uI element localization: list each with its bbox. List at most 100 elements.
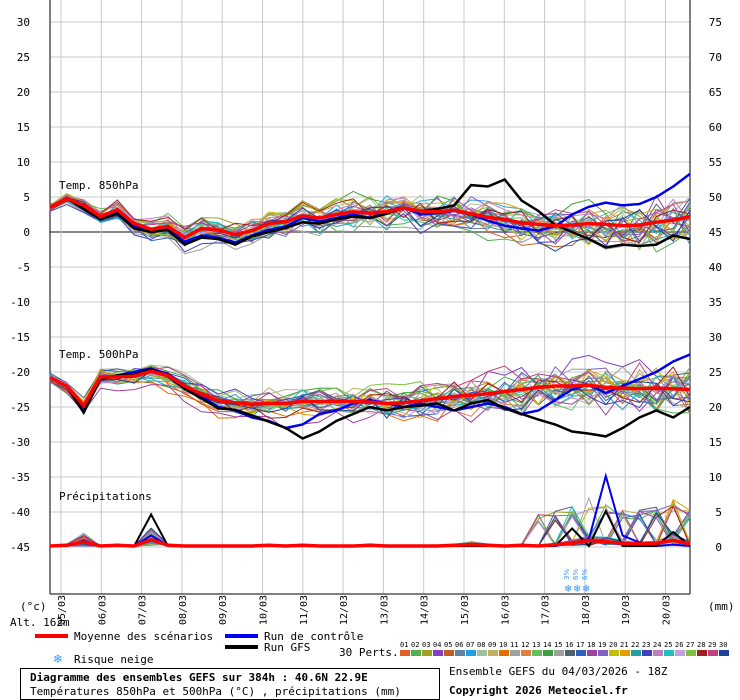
right-tick-label: 75 [709, 16, 722, 29]
date-label: 14/03 [420, 595, 431, 625]
perturbation-id: 18 [587, 641, 595, 649]
right-tick-label: 0 [715, 541, 722, 554]
perturbation-swatch [653, 650, 663, 656]
left-tick-label: 30 [17, 16, 30, 29]
snowflake-icon: ❄ [564, 584, 572, 595]
perturbation-id: 10 [499, 641, 507, 649]
perturbation-line [49, 379, 691, 431]
perturbation-id: 11 [510, 641, 518, 649]
perturbation-id: 29 [708, 641, 716, 649]
legend-gfs-label: Run GFS [264, 641, 311, 654]
perturbation-id: 15 [554, 641, 562, 649]
date-label: 11/03 [299, 595, 310, 625]
perturbation-line [49, 198, 691, 251]
left-tick-label: 20 [17, 86, 30, 99]
perturbation-id: 12 [521, 641, 529, 649]
perturbation-id: 24 [653, 641, 661, 649]
main-runs [49, 172, 691, 548]
perturbation-id: 22 [631, 641, 639, 649]
perturbation-swatch [422, 650, 432, 656]
perturbation-id: 07 [466, 641, 474, 649]
right-tick-label: 70 [709, 51, 722, 64]
snow-risk-label: 6% [581, 569, 589, 580]
perturbation-id: 30 [719, 641, 727, 649]
date-label: 10/03 [259, 595, 270, 625]
perturbation-swatch [543, 650, 553, 656]
perturbation-swatch [433, 650, 443, 656]
perturbation-swatch [620, 650, 630, 656]
perturbation-swatch [521, 650, 531, 656]
perturbation-id: 25 [664, 641, 672, 649]
right-tick-label: 60 [709, 121, 722, 134]
perturbation-id: 26 [675, 641, 683, 649]
copyright: Copyright 2026 Meteociel.fr [449, 684, 628, 697]
perturbation-swatch [455, 650, 465, 656]
right-tick-label: 40 [709, 261, 722, 274]
perturbation-swatch [675, 650, 685, 656]
right-tick-label: 45 [709, 226, 722, 239]
perturbation-swatch [587, 650, 597, 656]
perturbation-swatch [719, 650, 729, 656]
perturbation-swatch [565, 650, 575, 656]
right-tick-label: 30 [709, 331, 722, 344]
right-tick-label: 55 [709, 156, 722, 169]
perturbation-swatch [554, 650, 564, 656]
snowflake-icon: ❄ [53, 652, 64, 666]
perturbation-swatch [576, 650, 586, 656]
left-tick-label: -45 [10, 541, 30, 554]
perturbation-swatch [444, 650, 454, 656]
perturbation-swatch [400, 650, 410, 656]
left-tick-label: -20 [10, 366, 30, 379]
legend-control-label: Run de contrôle [264, 630, 364, 643]
perturbation-line [49, 198, 691, 244]
perturbation-id: 27 [686, 641, 694, 649]
left-tick-label: 0 [23, 226, 30, 239]
date-label: 07/03 [138, 595, 149, 625]
perturbation-id: 21 [620, 641, 628, 649]
gfs-run-line-0 [49, 177, 691, 249]
run-info: Ensemble GEFS du 04/03/2026 - 18Z [449, 665, 668, 678]
left-tick-label: -35 [10, 471, 30, 484]
date-label: 15/03 [460, 595, 471, 625]
left-tick-label: -5 [17, 261, 30, 274]
perturbation-swatch [510, 650, 520, 656]
left-tick-label: -40 [10, 506, 30, 519]
right-tick-label: 35 [709, 296, 722, 309]
perturbation-id: 03 [422, 641, 430, 649]
perturbation-line [49, 198, 691, 243]
perturbation-swatch [642, 650, 652, 656]
perturbation-id: 16 [565, 641, 573, 649]
perturbation-swatch [686, 650, 696, 656]
mean-precip-line [49, 537, 691, 548]
perturbation-swatch [598, 650, 608, 656]
perturbation-id: 14 [543, 641, 551, 649]
legend-graphics: 01 02 03 04 05 06 07 08 09 10 11 12 13 14 15 16 17 18 19 20… [35, 634, 729, 656]
altitude-label: Alt. 162m [10, 616, 70, 629]
footer-title: Diagramme des ensembles GEFS sur 384h : … [30, 671, 368, 684]
perturbation-id: 04 [433, 641, 441, 649]
perturbation-id: 08 [477, 641, 485, 649]
legend-snow-label: Risque neige [74, 653, 154, 666]
date-label: 09/03 [218, 595, 229, 625]
date-label: 18/03 [581, 595, 592, 625]
date-label: 17/03 [541, 595, 552, 625]
perturbation-swatch [664, 650, 674, 656]
date-label: 19/03 [621, 595, 632, 625]
legend-mean-label: Moyenne des scénarios [74, 630, 214, 643]
perturbation-id: 05 [444, 641, 452, 649]
left-tick-label: 15 [17, 121, 30, 134]
left-tick-label: -10 [10, 296, 30, 309]
left-tick-label: 25 [17, 51, 30, 64]
left-unit-label: (°c) [20, 600, 47, 613]
perturbation-line [49, 361, 691, 408]
snowflake-icon: ❄ [582, 584, 590, 595]
right-tick-label: 65 [709, 86, 722, 99]
right-tick-label: 15 [709, 436, 722, 449]
mean-line-1 [49, 369, 691, 409]
perturbation-swatch [466, 650, 476, 656]
snowflake-icon: ❄ [573, 584, 581, 595]
date-label: 13/03 [379, 595, 390, 625]
snow-risk-label: 6% [572, 569, 580, 580]
